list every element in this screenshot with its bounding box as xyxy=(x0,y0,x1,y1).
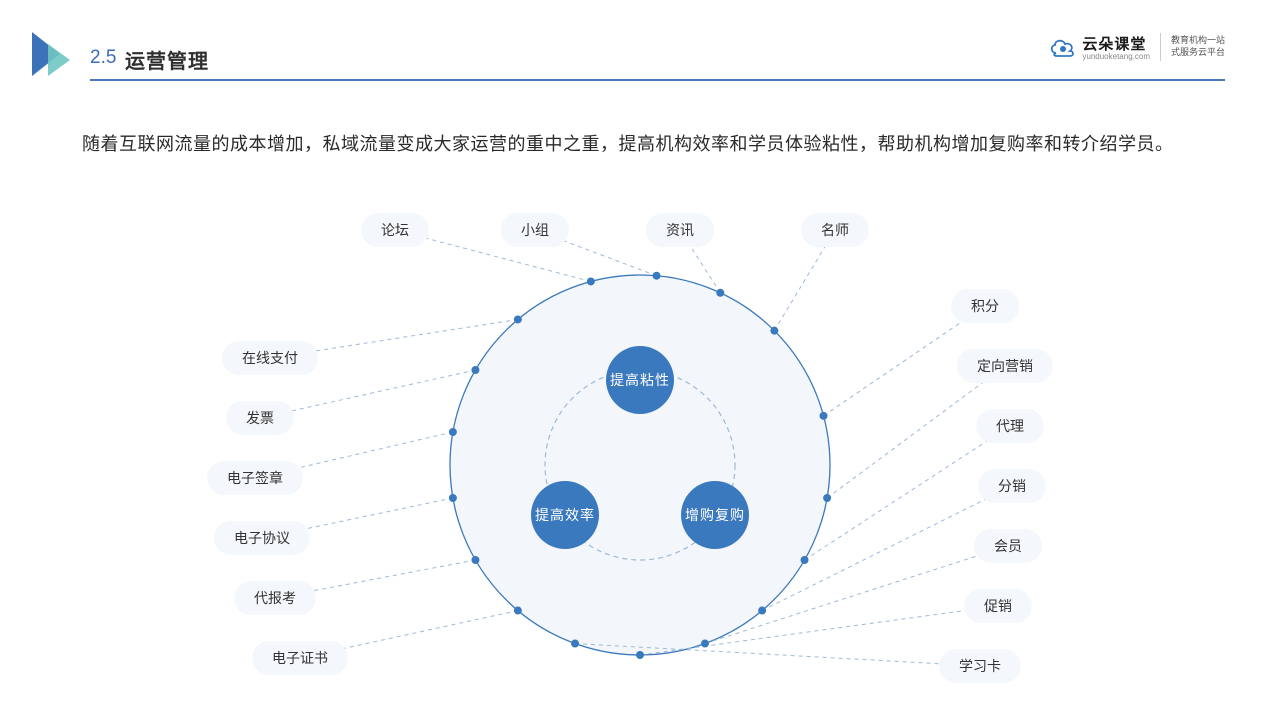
pill-cert: 电子证书 xyxy=(252,641,348,675)
pill-card: 学习卡 xyxy=(939,649,1021,683)
pill-news: 资讯 xyxy=(646,213,714,247)
pill-pay: 在线支付 xyxy=(222,341,318,375)
pill-agent: 代理 xyxy=(976,409,1044,443)
slide-header: 2.5 运营管理 云朵课堂 yunduoketang.com 教育机构一站 式服… xyxy=(0,35,1280,90)
section-title: 运营管理 xyxy=(125,45,209,74)
core-efficiency: 提高效率 xyxy=(531,481,599,549)
section-number: 2.5 xyxy=(90,47,116,69)
pill-distrib: 分销 xyxy=(978,469,1046,503)
core-repurchase: 增购复购 xyxy=(681,481,749,549)
pill-sign: 电子签章 xyxy=(207,461,303,495)
pill-member: 会员 xyxy=(974,529,1042,563)
logo: 云朵课堂 yunduoketang.com 教育机构一站 式服务云平台 xyxy=(1048,27,1225,67)
description-text: 随着互联网流量的成本增加，私域流量变成大家运营的重中之重，提高机构效率和学员体验… xyxy=(82,126,1225,164)
logo-tagline: 教育机构一站 式服务云平台 xyxy=(1171,35,1225,58)
operations-diagram: 论坛 小组 资讯 名师在线支付发票电子签章电子协议代报考电子证书 积分定向营销代理分销会… xyxy=(0,200,1280,720)
pill-market: 定向营销 xyxy=(957,349,1053,383)
cloud-icon xyxy=(1048,36,1078,58)
logo-divider xyxy=(1160,33,1161,61)
pill-teacher: 名师 xyxy=(801,213,869,247)
pill-forum: 论坛 xyxy=(361,213,429,247)
pill-agree: 电子协议 xyxy=(214,521,310,555)
pill-group: 小组 xyxy=(501,213,569,247)
pill-exam: 代报考 xyxy=(234,581,316,615)
pill-invoice: 发票 xyxy=(226,401,294,435)
pill-points: 积分 xyxy=(951,289,1019,323)
pill-promo: 促销 xyxy=(964,589,1032,623)
logo-sub: yunduoketang.com xyxy=(1082,52,1150,61)
logo-text: 云朵课堂 xyxy=(1082,33,1150,54)
title-underline xyxy=(90,79,1225,81)
core-sticky: 提高粘性 xyxy=(606,346,674,414)
